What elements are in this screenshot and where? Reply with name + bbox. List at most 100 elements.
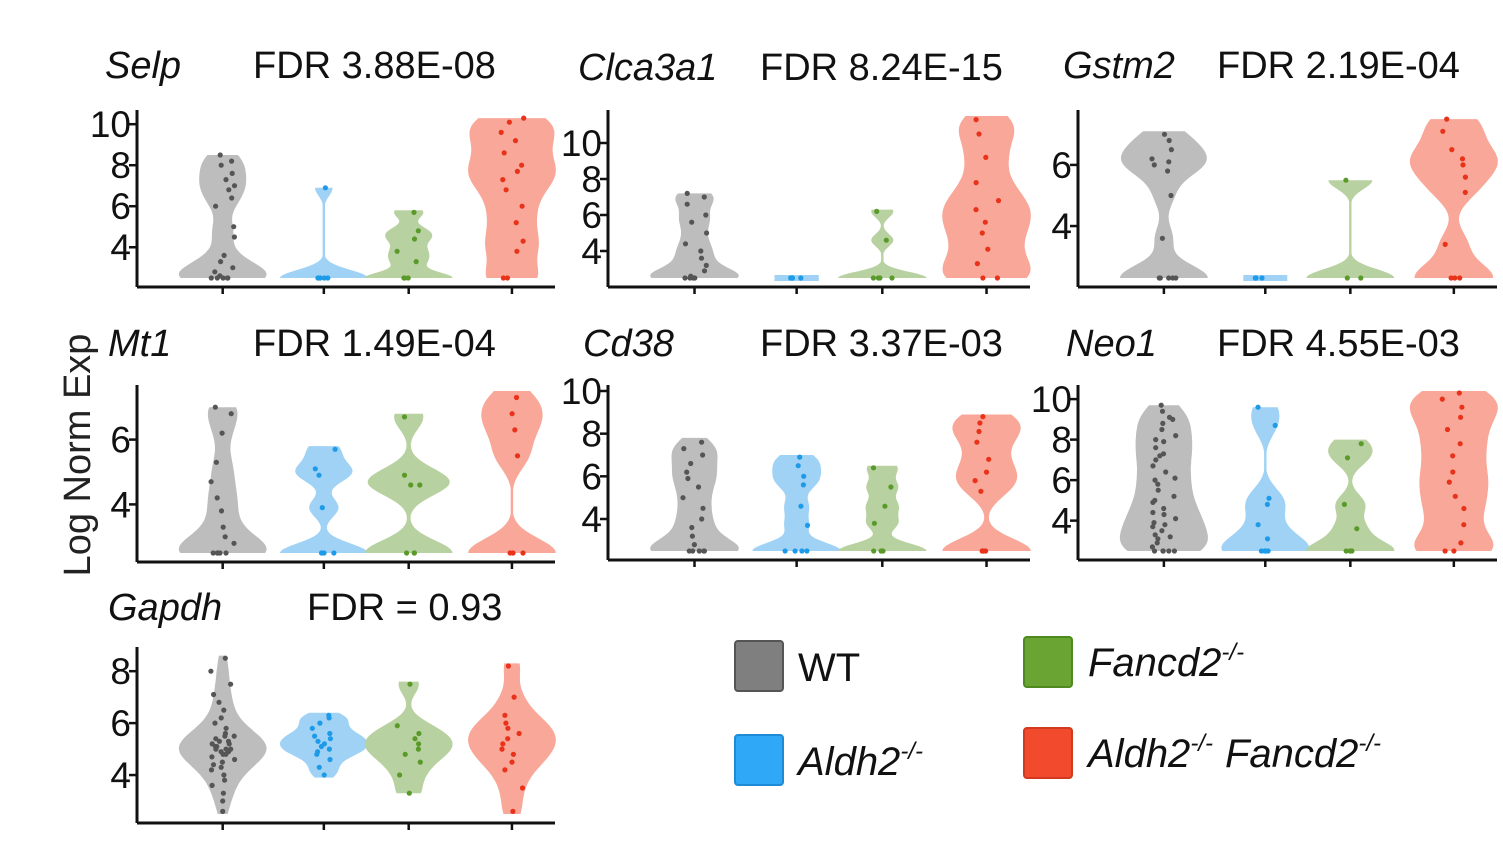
point-gapdh-wt [218, 764, 224, 770]
point-neo1-wt [1171, 493, 1177, 499]
point-gstm2-dko [1457, 275, 1463, 281]
point-neo1-aldh2 [1255, 522, 1261, 528]
point-cd38-wt [700, 505, 706, 511]
point-mt1-aldh2 [316, 472, 322, 478]
point-neo1-wt [1152, 532, 1158, 538]
point-neo1-dko [1442, 548, 1448, 554]
point-cd38-dko [972, 478, 978, 484]
point-cd38-aldh2 [797, 454, 803, 460]
panel-title-gapdh: Gapdh [108, 587, 222, 629]
point-cd38-fancd2 [888, 484, 894, 490]
point-mt1-wt [218, 508, 225, 514]
point-gapdh-fancd2 [402, 751, 408, 757]
point-neo1-dko [1457, 441, 1463, 447]
point-gstm2-wt [1173, 275, 1179, 281]
point-neo1-dko [1452, 493, 1458, 499]
point-selp-dko [519, 162, 525, 168]
point-neo1-wt [1150, 524, 1156, 530]
point-selp-wt [226, 187, 232, 193]
legend-sup-fancd2: -/- [1221, 639, 1244, 666]
y-tick-label-clca3a1: 4 [581, 231, 602, 272]
panel-stat-selp: FDR 3.88E-08 [253, 45, 496, 87]
point-cd38-wt [688, 460, 694, 467]
point-neo1-wt [1163, 469, 1169, 475]
point-mt1-wt [231, 540, 237, 546]
point-mt1-dko [514, 453, 521, 459]
point-neo1-fancd2 [1341, 501, 1347, 507]
point-clca3a1-aldh2 [788, 275, 794, 281]
panel-title-cd38: Cd38 [583, 323, 674, 365]
violin-neo1-wt [1119, 405, 1208, 551]
y-axis-label: Log Norm Exp [57, 334, 99, 577]
point-gapdh-aldh2 [312, 733, 318, 739]
point-neo1-wt [1153, 457, 1159, 463]
point-mt1-wt [220, 524, 226, 530]
point-gapdh-wt [232, 756, 238, 763]
y-tick-label-neo1: 4 [1051, 501, 1072, 542]
point-gapdh-aldh2 [316, 764, 322, 770]
point-clca3a1-dko [985, 246, 991, 252]
point-mt1-fancd2 [408, 482, 414, 488]
violin-selp-fancd2 [364, 210, 453, 278]
point-cd38-aldh2 [800, 482, 807, 488]
y-tick-label-clca3a1: 6 [581, 195, 602, 236]
point-gstm2-wt [1156, 275, 1162, 281]
point-mt1-wt [213, 459, 219, 465]
point-gapdh-fancd2 [394, 723, 400, 729]
point-neo1-wt [1155, 536, 1161, 542]
point-mt1-fancd2 [404, 550, 410, 556]
point-selp-fancd2 [411, 209, 417, 215]
point-gstm2-wt [1168, 147, 1174, 153]
point-gapdh-wt [212, 720, 218, 726]
point-clca3a1-dko [994, 275, 1001, 281]
point-gapdh-dko [510, 751, 516, 757]
point-selp-fancd2 [405, 275, 411, 281]
point-selp-fancd2 [411, 236, 418, 242]
point-selp-wt [229, 170, 235, 176]
legend-sup-dko-1: -/- [1190, 730, 1213, 757]
legend-swatch-wt [734, 640, 784, 692]
point-cd38-dko [974, 439, 980, 445]
point-gapdh-aldh2 [321, 772, 327, 778]
point-clca3a1-dko [982, 219, 988, 225]
violin-cd38-fancd2 [838, 465, 927, 551]
point-gapdh-wt [223, 725, 229, 731]
point-selp-dko [514, 168, 521, 174]
panel-title-gstm2: Gstm2 [1063, 45, 1175, 87]
panel-gstm2: Gstm2 FDR 2.19E-04 4 6 [1051, 45, 1498, 294]
point-selp-dko [501, 150, 507, 156]
point-cd38-fancd2 [882, 503, 888, 509]
y-tick-label-neo1: 10 [1031, 379, 1072, 420]
point-gstm2-dko [1460, 162, 1466, 168]
legend-swatch-dko [1023, 727, 1073, 779]
point-neo1-wt [1159, 426, 1165, 433]
point-gapdh-fancd2 [416, 730, 422, 737]
point-neo1-wt [1155, 481, 1161, 487]
point-clca3a1-dko [973, 117, 979, 123]
point-neo1-fancd2 [1343, 548, 1349, 554]
point-gapdh-wt [219, 759, 225, 765]
point-clca3a1-wt [703, 212, 709, 218]
point-cd38-wt [700, 452, 706, 458]
point-cd38-dko [978, 488, 984, 494]
point-neo1-wt [1161, 511, 1167, 518]
point-selp-fancd2 [413, 259, 419, 265]
point-neo1-wt [1150, 509, 1156, 516]
point-selp-dko [503, 187, 509, 193]
legend-item-aldh2: Aldh2-/- [734, 734, 923, 786]
point-selp-wt [218, 162, 224, 168]
violin-gapdh-dko [468, 663, 556, 814]
point-gstm2-dko [1452, 275, 1458, 281]
point-gapdh-dko [503, 720, 509, 726]
violin-gstm2-aldh2 [1243, 275, 1288, 281]
point-clca3a1-wt [689, 219, 695, 225]
point-clca3a1-fancd2 [870, 275, 877, 281]
point-selp-dko [521, 115, 527, 121]
violin-mt1-aldh2 [280, 446, 368, 553]
y-tick-label-mt1: 6 [110, 420, 131, 461]
point-selp-wt [218, 259, 224, 265]
violin-neo1-aldh2 [1221, 407, 1310, 551]
